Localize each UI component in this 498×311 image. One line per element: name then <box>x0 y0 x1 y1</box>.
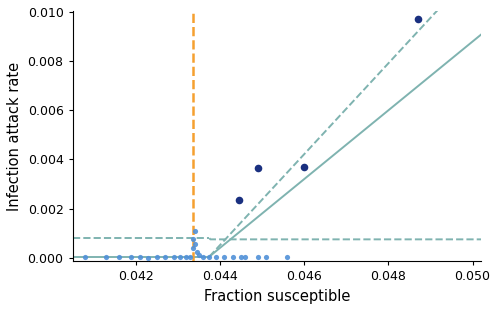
Point <box>300 164 308 169</box>
Point <box>262 255 270 260</box>
Point <box>199 255 207 260</box>
Point <box>237 255 245 260</box>
Point <box>254 255 262 260</box>
Point <box>229 255 237 260</box>
Y-axis label: Infection attack rate: Infection attack rate <box>7 62 22 211</box>
Point <box>192 242 200 247</box>
Point <box>161 255 169 260</box>
Point <box>136 255 144 260</box>
Point <box>102 255 110 260</box>
Point <box>189 237 197 242</box>
Point <box>193 249 201 254</box>
Point <box>212 255 220 260</box>
Point <box>283 255 291 260</box>
X-axis label: Fraction susceptible: Fraction susceptible <box>204 289 350 304</box>
Point <box>127 254 135 259</box>
Point <box>414 17 422 22</box>
Point <box>153 254 161 259</box>
Point <box>254 165 262 170</box>
Point <box>186 255 194 260</box>
Point <box>195 253 203 258</box>
Point <box>176 255 184 260</box>
Point <box>235 197 243 202</box>
Point <box>115 255 123 260</box>
Point <box>189 245 197 250</box>
Point <box>220 255 228 260</box>
Point <box>191 228 199 233</box>
Point <box>241 255 249 260</box>
Point <box>170 255 178 260</box>
Point <box>205 255 213 260</box>
Point <box>144 255 152 260</box>
Point <box>182 254 190 259</box>
Point <box>81 255 89 260</box>
